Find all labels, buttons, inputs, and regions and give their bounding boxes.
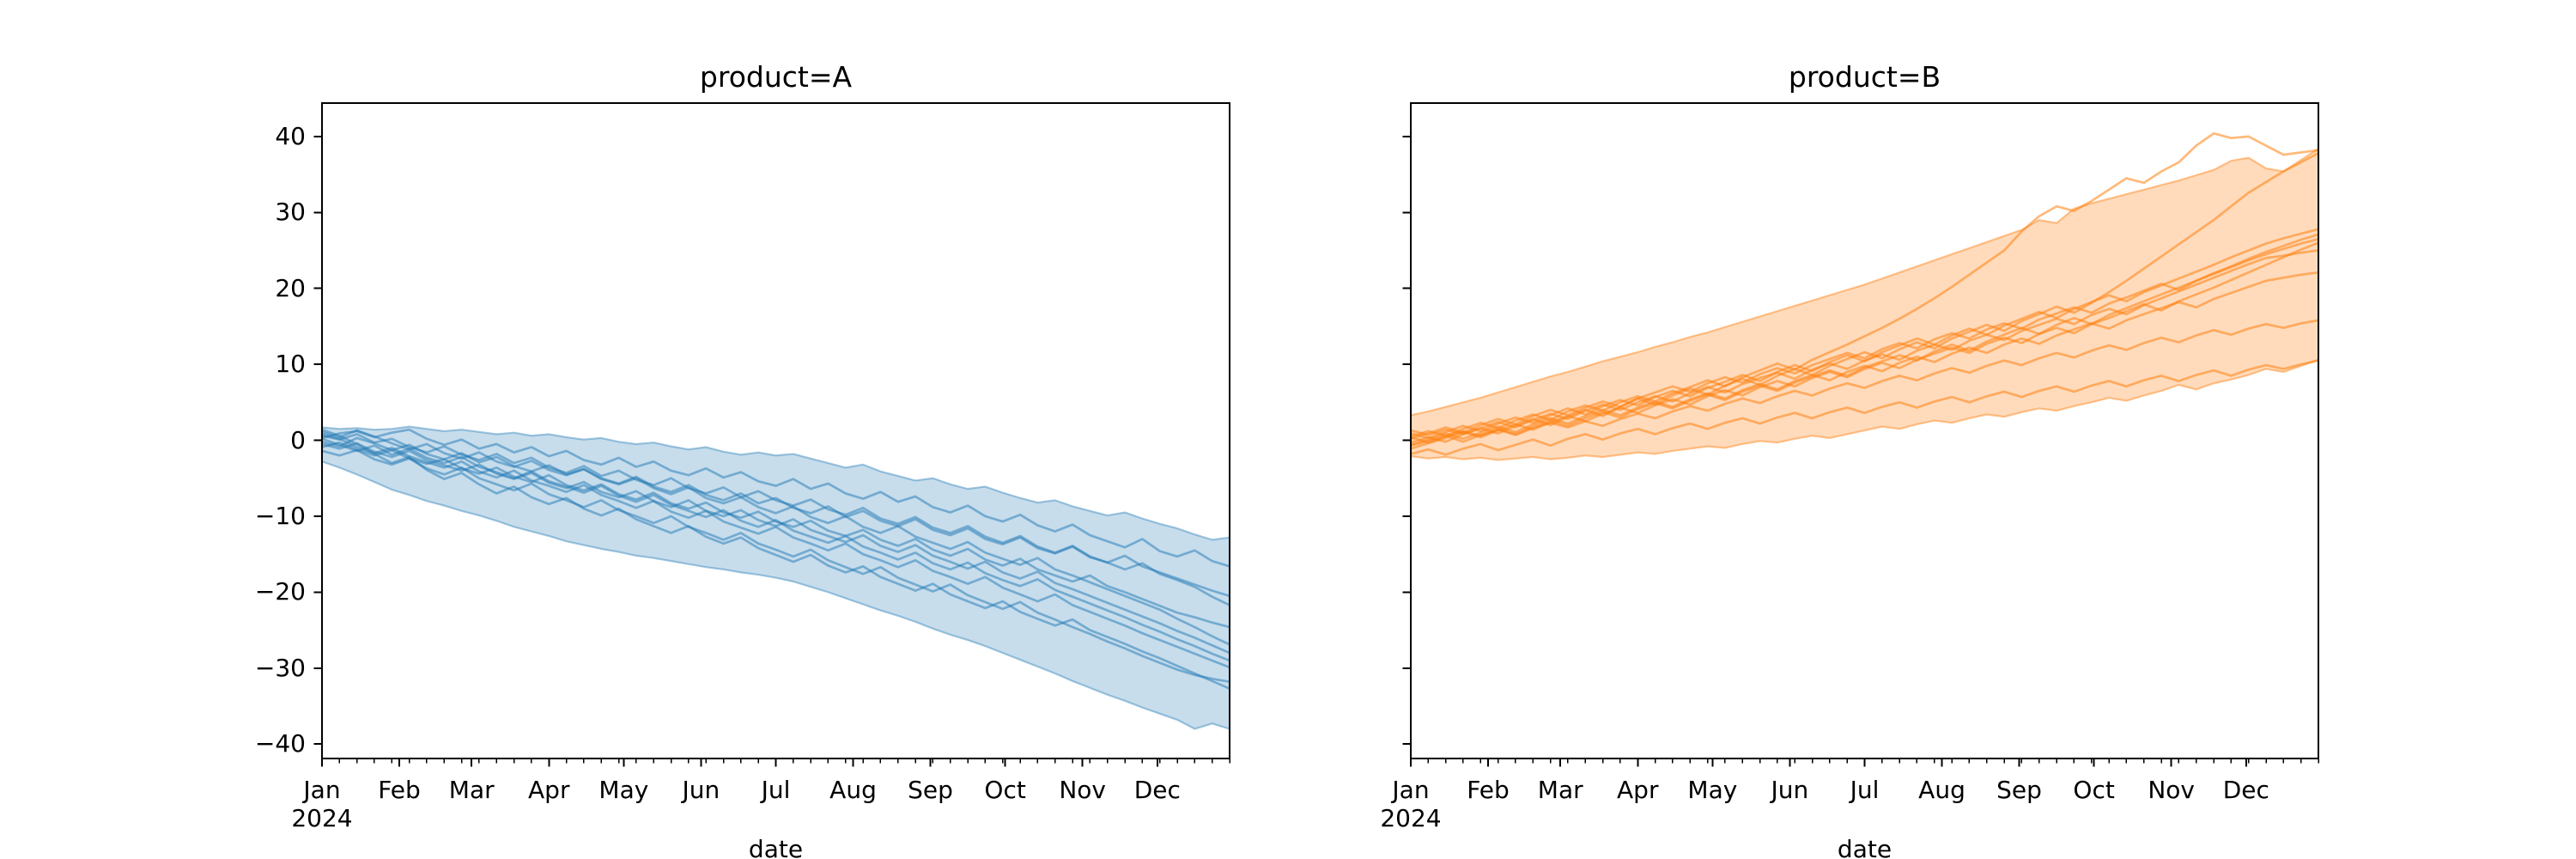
y-tick-label--10: −10 — [254, 501, 306, 530]
x-tick-label-feb: Feb — [1467, 776, 1510, 804]
x-tick-label-jun: Jun — [682, 776, 720, 804]
x-tick-label-oct: Oct — [2073, 776, 2115, 804]
x-tick-label-may: May — [598, 776, 649, 804]
series-line-10 — [1410, 359, 2319, 456]
y-tick-label-40: 40 — [275, 121, 306, 150]
series-line-3 — [321, 433, 1230, 606]
series-line-8 — [321, 433, 1230, 669]
y-tick-label-10: 10 — [275, 350, 306, 379]
series-line-8 — [1410, 271, 2319, 447]
y-tick-label-0: 0 — [290, 425, 306, 454]
x-tick-label-sep: Sep — [1996, 776, 2042, 804]
facet-b-x-axis-label: date — [1837, 835, 1893, 859]
x-tick-label-nov: Nov — [1059, 776, 1106, 804]
series-line-9 — [1410, 319, 2319, 444]
series-line-4 — [321, 441, 1230, 629]
x-tick-label-dec: Dec — [1133, 776, 1181, 804]
y-tick-label--40: −40 — [254, 729, 306, 758]
y-tick-label--20: −20 — [254, 577, 306, 606]
envelope-band — [322, 426, 1230, 729]
x-tick-label-aug: Aug — [1918, 776, 1965, 804]
series-line-9 — [321, 448, 1230, 684]
series-line-5 — [321, 429, 1230, 646]
x-tick-year-sublabel: 2024 — [291, 804, 353, 832]
series-line-7 — [1410, 249, 2319, 436]
x-tick-label-aug: Aug — [829, 776, 877, 804]
x-tick-label-may: May — [1687, 776, 1738, 804]
x-tick-label-feb: Feb — [378, 776, 421, 804]
facet-a-x-axis-label: date — [748, 835, 804, 859]
x-tick-label-mar: Mar — [1537, 776, 1583, 804]
x-tick-year-sublabel: 2024 — [1380, 804, 1442, 832]
band-upper-edge — [321, 425, 1230, 541]
band-lower-edge — [321, 460, 1230, 730]
series-line-4 — [1410, 233, 2319, 448]
x-tick-label-jun: Jun — [1771, 776, 1809, 804]
facet-a-title: product=A — [699, 60, 853, 94]
envelope-band — [1411, 149, 2318, 460]
band-lower-edge — [1410, 358, 2319, 461]
x-tick-label-jul: Jul — [1850, 776, 1880, 804]
series-line-5 — [1410, 237, 2319, 441]
x-tick-label-jul: Jul — [761, 776, 791, 804]
series-line-2 — [1410, 152, 2319, 444]
facet-product-b — [1402, 102, 2319, 767]
facet-b-title: product=B — [1788, 60, 1941, 94]
x-tick-label-sep: Sep — [908, 776, 953, 804]
x-tick-label-jan: Jan — [1392, 776, 1430, 804]
x-tick-label-apr: Apr — [528, 776, 570, 804]
series-line-7 — [321, 437, 1230, 662]
x-tick-label-oct: Oct — [984, 776, 1026, 804]
x-tick-label-apr: Apr — [1617, 776, 1659, 804]
series-line-10 — [321, 428, 1230, 690]
x-tick-label-mar: Mar — [448, 776, 495, 804]
band-upper-edge — [1410, 148, 2319, 417]
facet-product-a — [313, 102, 1230, 767]
x-tick-label-nov: Nov — [2148, 776, 2195, 804]
y-tick-label-30: 30 — [275, 198, 306, 227]
series-line-1 — [321, 428, 1230, 568]
x-tick-label-dec: Dec — [2222, 776, 2269, 804]
y-tick-label-20: 20 — [275, 273, 306, 302]
x-tick-label-jan: Jan — [303, 776, 341, 804]
y-tick-label--30: −30 — [254, 653, 306, 682]
